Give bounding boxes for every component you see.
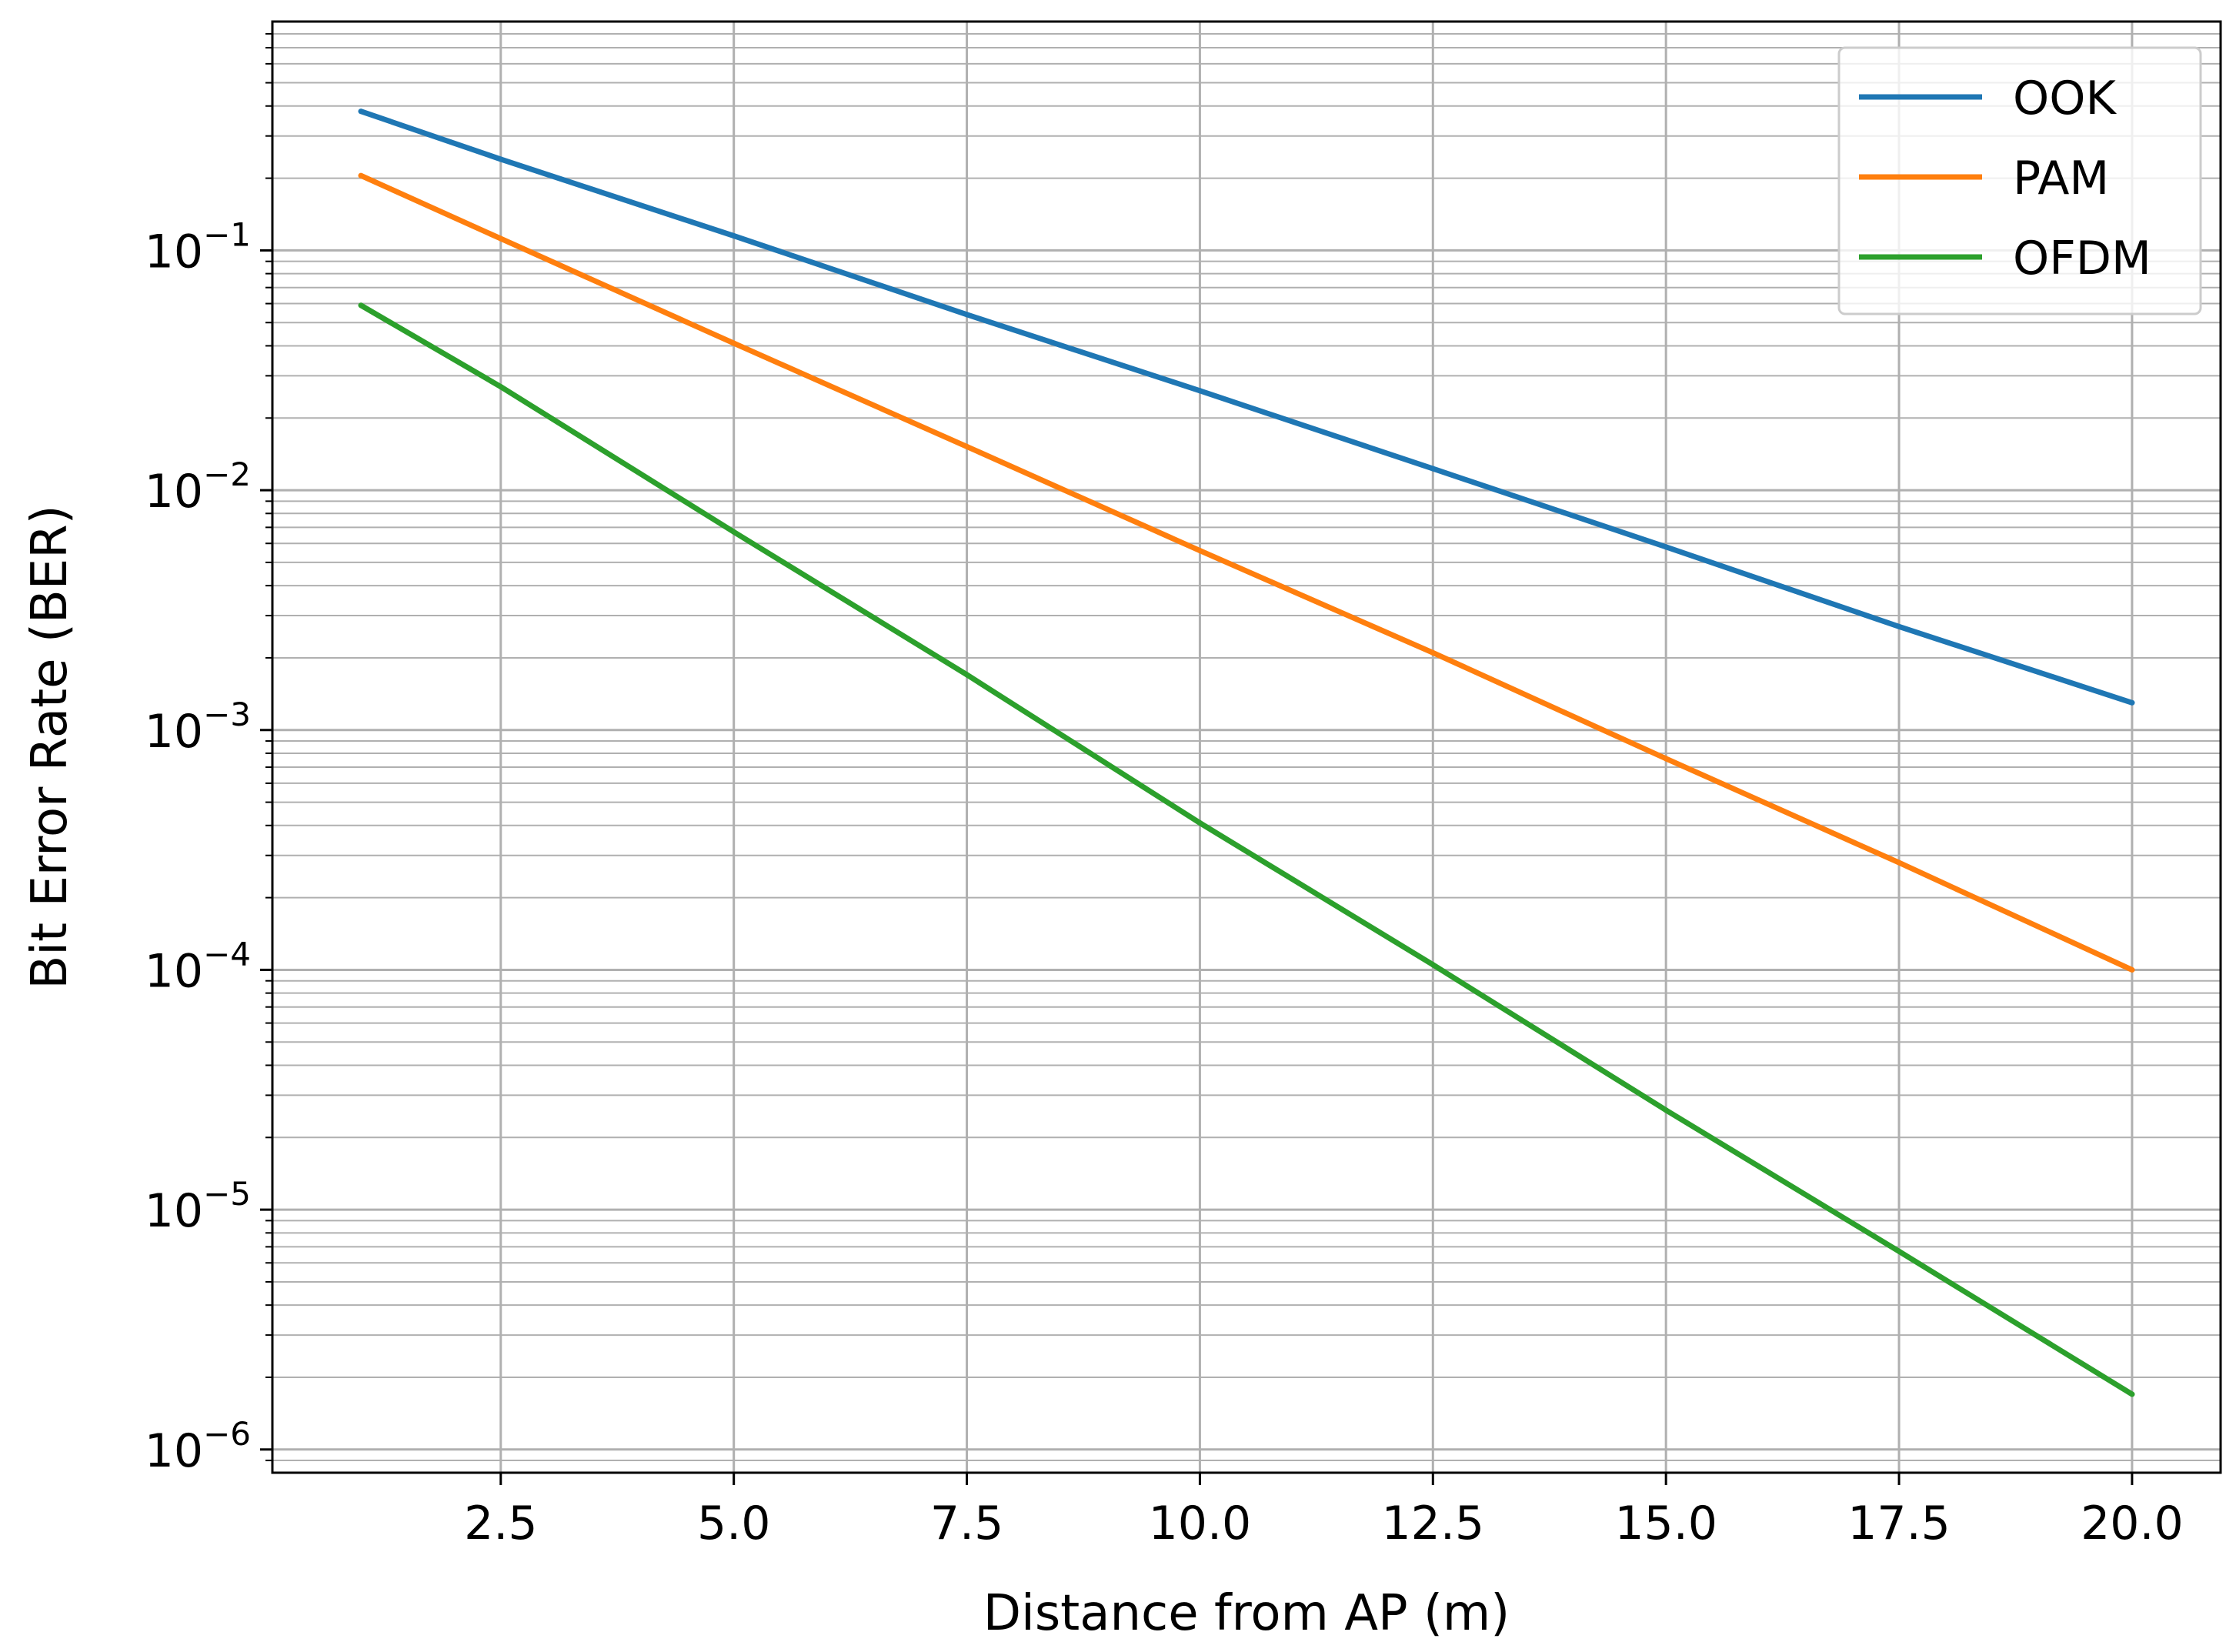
y-tick-label: 10−6 xyxy=(145,1415,251,1478)
data-point-ofdm xyxy=(731,529,737,535)
y-tick-label: 10−4 xyxy=(145,935,251,998)
data-point-ofdm xyxy=(1430,962,1436,968)
data-point-pam xyxy=(1430,649,1436,656)
data-point-ofdm xyxy=(2129,1391,2135,1397)
legend-label-ook: OOK xyxy=(2013,72,2117,125)
y-tick-label: 10−1 xyxy=(145,215,251,279)
data-point-ofdm xyxy=(358,302,364,309)
data-point-ofdm xyxy=(1896,1248,1902,1254)
data-point-ofdm xyxy=(498,384,504,390)
data-point-pam xyxy=(731,340,737,346)
x-tick-label: 10.0 xyxy=(1149,1497,1252,1550)
data-point-ook xyxy=(964,312,970,318)
ticks: 10−1 10−2 10−3 10−4 10−5 10−6 2.5 5.0 7.5 10.0 12.… xyxy=(145,32,2184,1550)
legend: OOK PAM OFDM xyxy=(1837,46,2202,315)
data-point-ook xyxy=(1896,623,1902,629)
x-tick-label: 5.0 xyxy=(697,1497,770,1550)
data-point-pam xyxy=(1663,756,1669,762)
y-tick-label: 10−2 xyxy=(145,456,251,519)
data-point-pam xyxy=(964,443,970,449)
data-point-ook xyxy=(1430,466,1436,472)
data-point-ook xyxy=(731,232,737,239)
data-point-pam xyxy=(2129,966,2135,973)
data-point-ook xyxy=(358,108,364,115)
plot-frame xyxy=(271,20,2222,1474)
data-point-ofdm xyxy=(1663,1107,1669,1113)
data-point-ook xyxy=(2129,699,2135,706)
legend-label-ofdm: OFDM xyxy=(2013,232,2151,285)
series-layer xyxy=(358,108,2135,1397)
x-tick-label: 20.0 xyxy=(2081,1497,2184,1550)
data-point-pam xyxy=(358,172,364,179)
x-tick-label: 7.5 xyxy=(930,1497,1003,1550)
x-tick-label: 17.5 xyxy=(1847,1497,1951,1550)
legend-box xyxy=(1837,46,2202,315)
data-point-ook xyxy=(1663,544,1669,550)
legend-label-pam: PAM xyxy=(2013,152,2109,205)
x-tick-label: 12.5 xyxy=(1381,1497,1484,1550)
x-tick-label: 15.0 xyxy=(1614,1497,1717,1550)
data-point-pam xyxy=(1196,548,1203,554)
data-point-ook xyxy=(1196,388,1203,394)
data-point-ofdm xyxy=(964,672,970,678)
data-point-ook xyxy=(498,156,504,162)
x-tick-label: 2.5 xyxy=(464,1497,537,1550)
x-axis-label: Distance from AP (m) xyxy=(983,1585,1510,1642)
y-tick-label: 10−5 xyxy=(145,1175,251,1238)
data-point-ofdm xyxy=(1196,819,1203,826)
y-tick-label: 10−3 xyxy=(145,696,251,759)
data-point-pam xyxy=(498,235,504,242)
y-axis-label: Bit Error Rate (BER) xyxy=(22,505,78,989)
data-point-pam xyxy=(1896,859,1902,866)
